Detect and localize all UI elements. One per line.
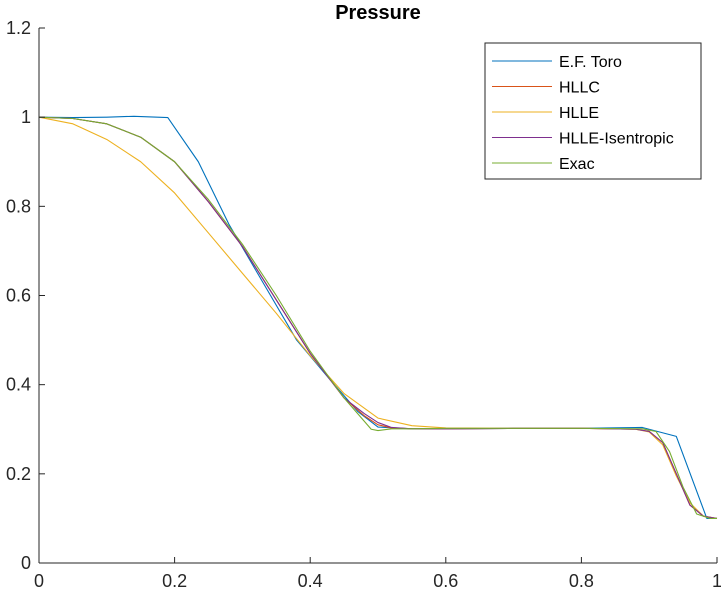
series-line-e-f-toro (38, 115, 717, 519)
series-line-hlle (38, 116, 718, 519)
y-tick-label: 0.4 (6, 375, 31, 395)
legend-label-e-f-toro: E.F. Toro (559, 54, 622, 71)
x-tick-label: 0 (34, 571, 44, 591)
legend-box (484, 42, 702, 180)
x-tick-label: 1 (712, 571, 721, 591)
y-tick-label: 1 (21, 107, 31, 127)
legend-label-hllc: HLLC (559, 80, 600, 97)
legend-label-hlle-isentropic: HLLE-Isentropic (559, 131, 674, 148)
y-tick-label: 0.2 (6, 464, 31, 484)
x-tick-label: 0.8 (569, 571, 594, 591)
y-tick-label: 0.6 (6, 286, 31, 306)
y-tick-label: 1.2 (6, 18, 31, 38)
legend: E.F. Toro HLLC HLLE HLLE-Isentropic Exac (484, 42, 702, 180)
y-tick-label: 0.8 (6, 196, 31, 216)
chart-title: Pressure (335, 2, 421, 24)
axes-group: 0 0.2 0.4 0.6 0.8 1 0 0.2 0.4 0.6 0.8 1 1.2 (6, 18, 721, 591)
series-group (38, 115, 718, 519)
x-tick-label: 0.2 (162, 571, 187, 591)
x-tick-label: 0.4 (298, 571, 323, 591)
y-tick-label: 0 (21, 553, 31, 573)
legend-label-hlle: HLLE (559, 105, 599, 122)
series-line-exac (38, 116, 717, 519)
x-tick-label: 0.6 (433, 571, 458, 591)
legend-label-exac: Exac (559, 156, 595, 173)
